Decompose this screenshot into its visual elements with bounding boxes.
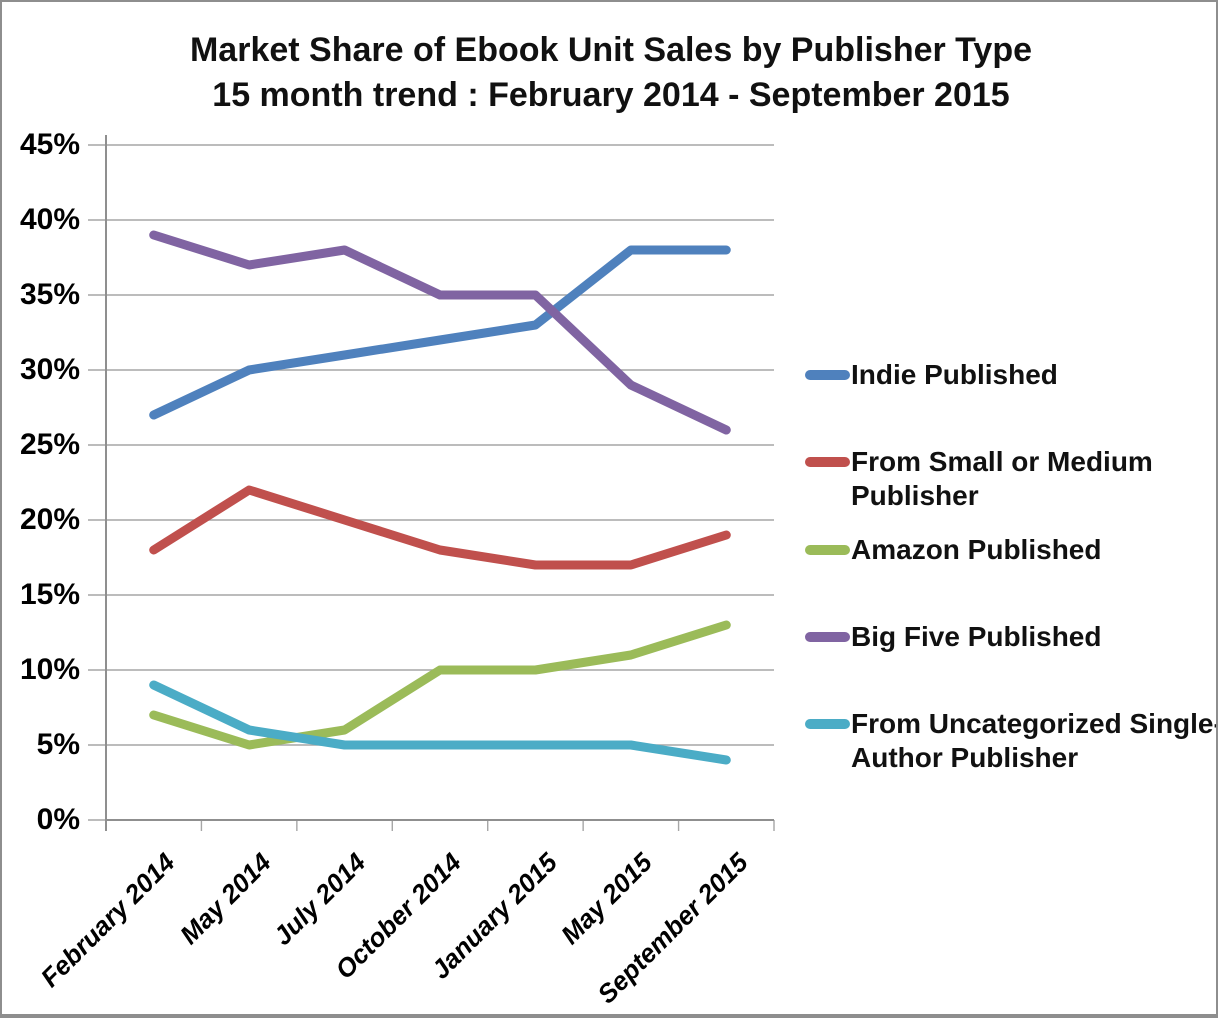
chart-title: Market Share of Ebook Unit Sales by Publ…: [189, 31, 1033, 69]
legend-label-line: From Uncategorized Single-: [851, 708, 1218, 739]
chart-subtitle: 15 month trend : February 2014 - Septemb…: [212, 76, 1010, 114]
legend-label: Amazon Published: [851, 533, 1216, 567]
legend-marker: [805, 545, 850, 555]
series-line-big-five-published: [149, 230, 731, 435]
legend-label-line: Indie Published: [851, 359, 1058, 390]
y-axis-label: 5%: [36, 728, 80, 761]
chart-title-block: Market Share of Ebook Unit Sales by Publ…: [2, 28, 1216, 118]
y-axis-label: 45%: [19, 128, 80, 161]
legend-marker: [805, 719, 850, 729]
y-axis-label: 40%: [19, 203, 80, 236]
legend-marker: [805, 632, 850, 642]
legend-label-line: Big Five Published: [851, 621, 1102, 652]
legend-label: From Uncategorized Single- Author Publish…: [851, 707, 1218, 775]
legend-label: Indie Published: [851, 358, 1216, 392]
series-line-indie-published: [149, 245, 731, 420]
y-axis-label: 25%: [19, 428, 80, 461]
legend-label: From Small or Medium Publisher: [851, 445, 1216, 513]
y-axis-label: 10%: [19, 653, 80, 686]
y-axis-label: 20%: [19, 503, 80, 536]
legend-label-line: Publisher: [851, 480, 979, 511]
y-axis-label: 35%: [19, 278, 80, 311]
series-line-amazon-published: [149, 620, 731, 750]
series-line-from-small-or-medium-publisher: [149, 485, 731, 570]
legend-marker: [805, 457, 850, 467]
y-axis-label: 0%: [36, 803, 80, 836]
legend-label-line: Amazon Published: [851, 534, 1102, 565]
y-axis-label: 30%: [19, 353, 80, 386]
y-axis-label: 15%: [19, 578, 80, 611]
legend-label-line: Author Publisher: [851, 742, 1079, 773]
legend-label: Big Five Published: [851, 620, 1216, 654]
series-line-from-uncategorized-single-author-publisher: [149, 680, 731, 765]
legend-marker: [805, 370, 850, 380]
legend-label-line: From Small or Medium: [851, 446, 1153, 477]
